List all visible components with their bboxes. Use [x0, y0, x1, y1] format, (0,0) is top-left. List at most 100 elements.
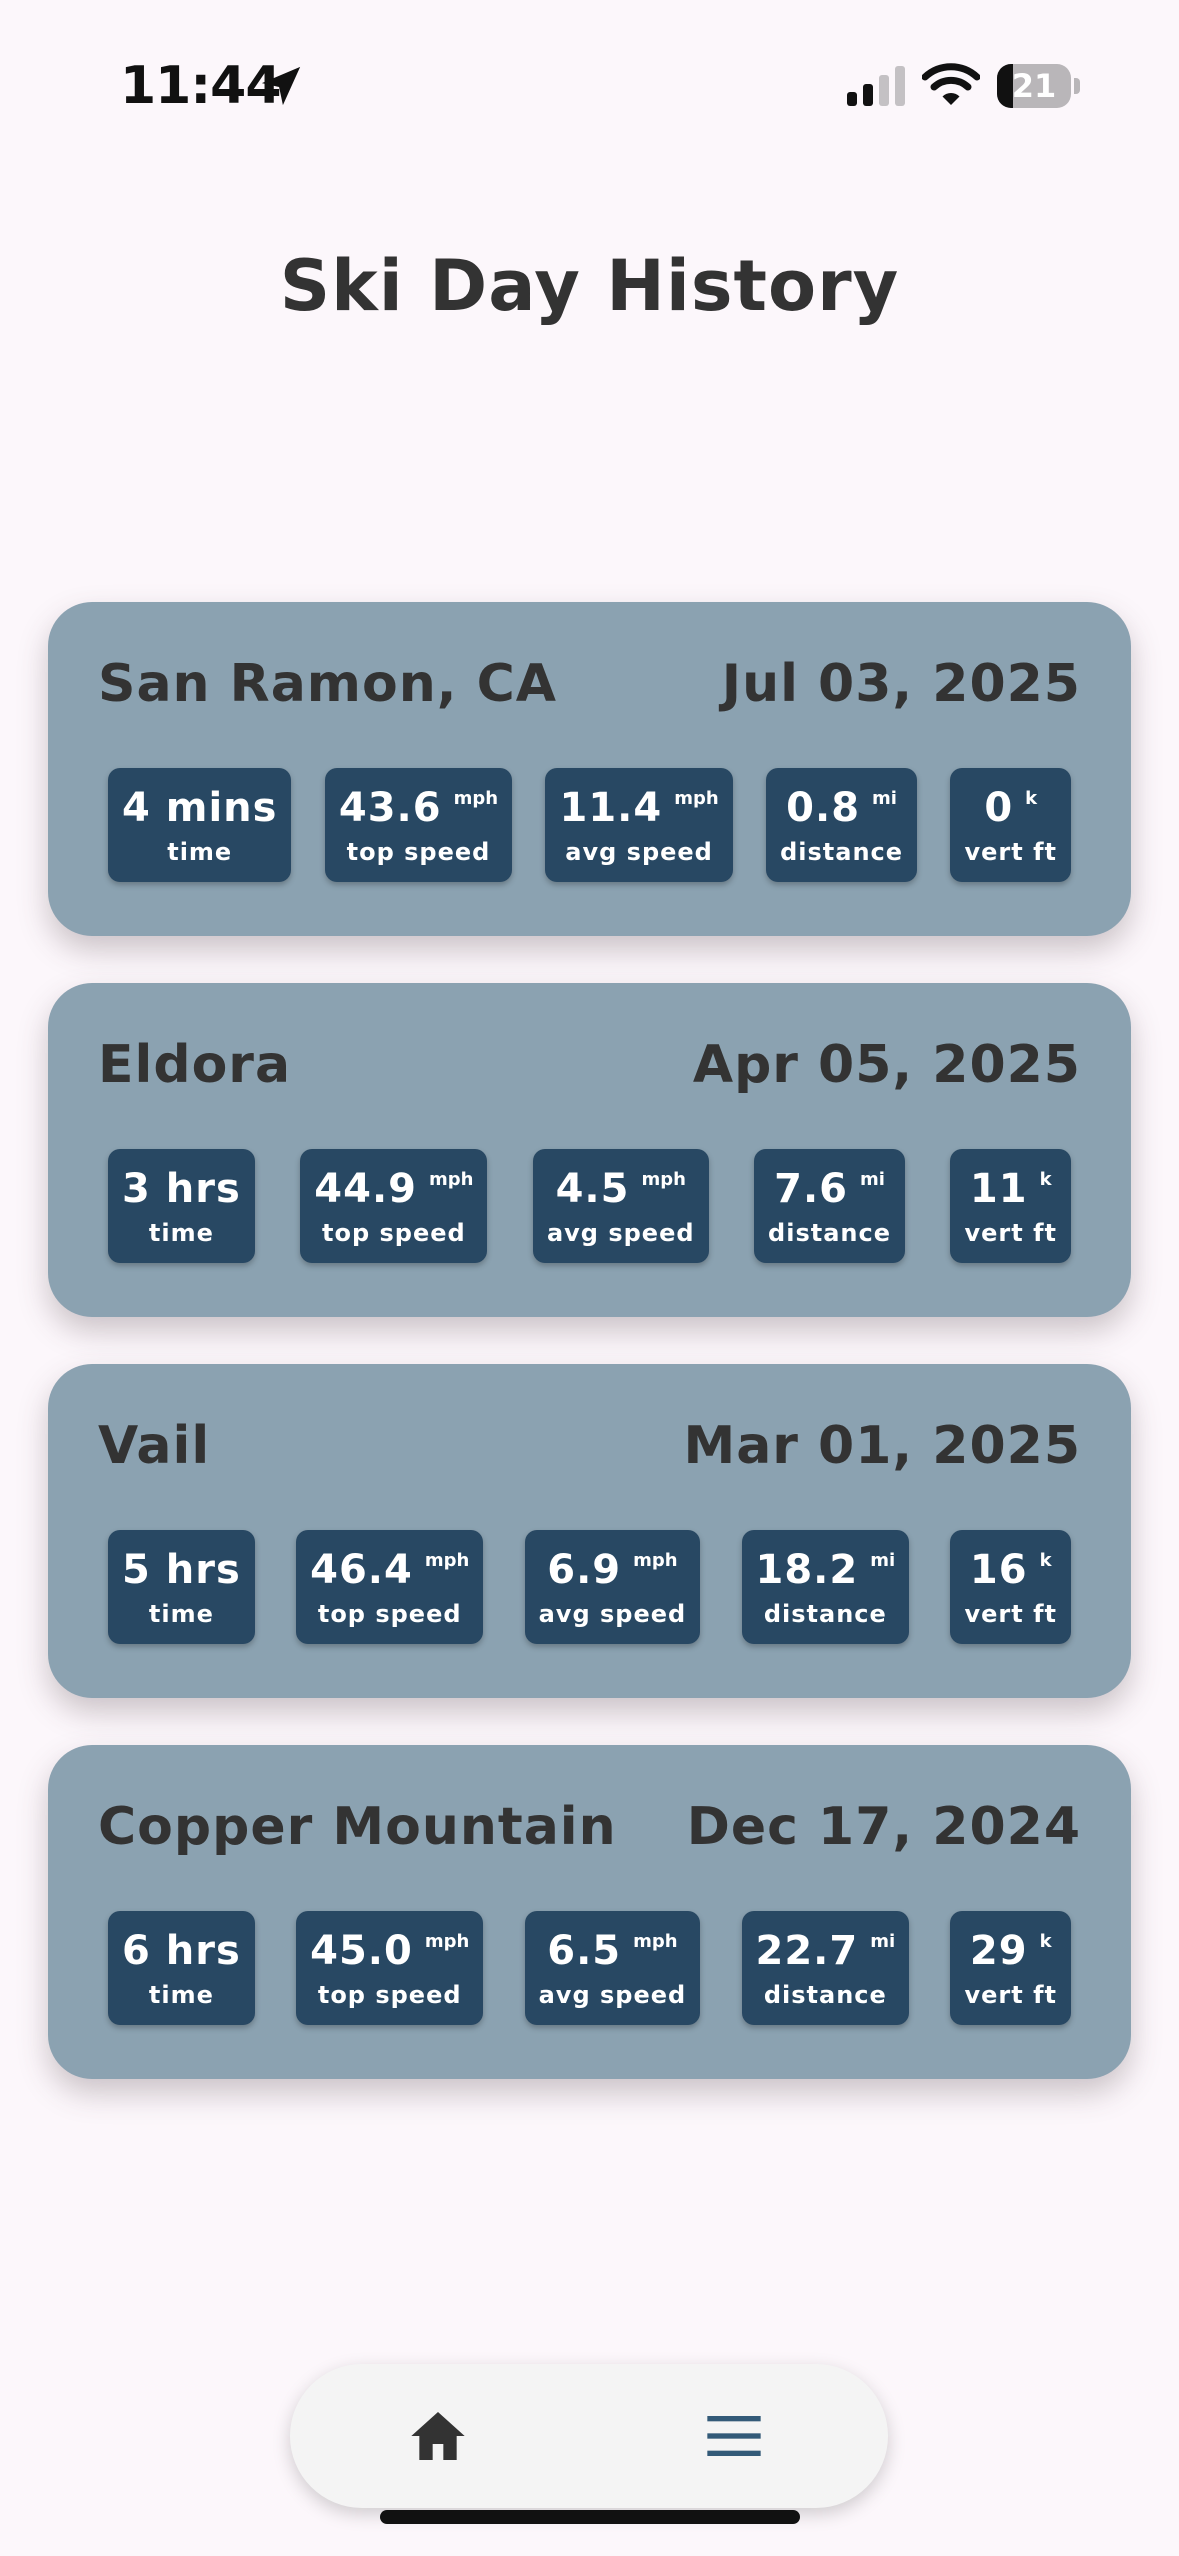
stat-value: 11 — [969, 1166, 1028, 1212]
stat-chip-distance: 0.8 mi distance — [766, 768, 918, 882]
stat-unit: k — [1039, 1169, 1052, 1190]
stat-label: time — [148, 1981, 214, 2009]
stat-unit: k — [1025, 788, 1038, 809]
cellular-signal-icon — [847, 66, 905, 106]
card-date: Dec 17, 2024 — [686, 1797, 1081, 1857]
stat-label: time — [167, 838, 233, 866]
stat-unit: mph — [424, 1550, 470, 1571]
card-location: Eldora — [98, 1035, 292, 1095]
stat-chip-distance: 22.7 mi distance — [741, 1911, 910, 2025]
stat-value: 29 — [969, 1928, 1028, 1974]
stats-row: 5 hrs time 46.4 mph top speed 6.9 mph avg speed… — [108, 1530, 1071, 1644]
stat-value: 6.9 — [547, 1547, 622, 1593]
stat-chip-vert-ft: 29 k vert ft — [950, 1911, 1071, 2025]
stat-value: 4.5 — [555, 1166, 630, 1212]
home-indicator — [380, 2510, 800, 2524]
stat-chip-avg-speed: 4.5 mph avg speed — [532, 1149, 709, 1263]
stat-value: 5 hrs — [122, 1547, 241, 1593]
stat-label: distance — [763, 1600, 887, 1628]
stat-value: 7.6 — [774, 1166, 848, 1212]
stat-unit: mph — [674, 788, 719, 809]
stat-value: 6 hrs — [122, 1928, 241, 1974]
ski-day-card[interactable]: San Ramon, CA Jul 03, 2025 4 mins time 43.6 m… — [48, 602, 1131, 936]
stat-unit: mph — [633, 1550, 678, 1571]
status-time: 11:44 — [120, 56, 282, 116]
stat-label: top speed — [317, 1600, 462, 1628]
stat-label: avg speed — [546, 1219, 695, 1247]
card-location: San Ramon, CA — [98, 654, 557, 714]
stat-value: 44.9 — [314, 1166, 417, 1212]
stat-chip-vert-ft: 16 k vert ft — [950, 1530, 1071, 1644]
stat-label: time — [148, 1600, 214, 1628]
stat-unit: mph — [453, 788, 499, 809]
battery-icon: 21 — [997, 64, 1081, 108]
stat-label: vert ft — [964, 838, 1057, 866]
card-location: Copper Mountain — [98, 1797, 617, 1857]
stat-label: avg speed — [538, 1981, 687, 2009]
stat-unit: mph — [641, 1169, 686, 1190]
stat-value: 11.4 — [559, 785, 663, 831]
stat-unit: k — [1039, 1550, 1052, 1571]
stat-chip-vert-ft: 11 k vert ft — [950, 1149, 1071, 1263]
stat-label: vert ft — [964, 1219, 1057, 1247]
card-date: Jul 03, 2025 — [721, 654, 1081, 714]
battery-percent: 21 — [1011, 67, 1057, 105]
stat-label: distance — [780, 838, 904, 866]
wifi-icon — [922, 63, 980, 105]
stat-chip-top-speed: 45.0 mph top speed — [296, 1911, 484, 2025]
stats-row: 3 hrs time 44.9 mph top speed 4.5 mph avg speed… — [108, 1149, 1071, 1263]
stat-unit: mi — [870, 1550, 896, 1571]
tab-bar — [290, 2364, 888, 2508]
stat-label: avg speed — [565, 838, 713, 866]
stats-row: 6 hrs time 45.0 mph top speed 6.5 mph avg speed… — [108, 1911, 1071, 2025]
ski-day-card[interactable]: Vail Mar 01, 2025 5 hrs time 46.4 mph top spee… — [48, 1364, 1131, 1698]
stat-label: vert ft — [964, 1981, 1057, 2009]
page-title: Ski Day History — [279, 245, 900, 327]
stat-value: 6.5 — [547, 1928, 622, 1974]
stat-unit: mph — [633, 1931, 678, 1952]
stat-chip-avg-speed: 6.5 mph avg speed — [524, 1911, 701, 2025]
stat-chip-time: 6 hrs time — [108, 1911, 255, 2025]
stat-value: 4 mins — [122, 785, 278, 831]
stat-unit: mph — [428, 1169, 474, 1190]
home-icon[interactable] — [406, 2404, 470, 2468]
stat-unit: mi — [872, 788, 897, 809]
stat-label: distance — [768, 1219, 891, 1247]
stats-row: 4 mins time 43.6 mph top speed 11.4 mph avg spe… — [108, 768, 1071, 882]
stat-chip-top-speed: 46.4 mph top speed — [296, 1530, 484, 1644]
stat-label: top speed — [317, 1981, 462, 2009]
stat-value: 43.6 — [338, 785, 442, 831]
stat-unit: mph — [424, 1931, 470, 1952]
stat-value: 16 — [969, 1547, 1028, 1593]
card-date: Apr 05, 2025 — [692, 1035, 1081, 1095]
stat-unit: mi — [870, 1931, 896, 1952]
stat-unit: k — [1039, 1931, 1052, 1952]
stat-value: 45.0 — [310, 1928, 413, 1974]
stat-chip-top-speed: 43.6 mph top speed — [324, 768, 513, 882]
location-arrow-icon — [261, 66, 301, 106]
stat-label: avg speed — [538, 1600, 687, 1628]
stat-chip-avg-speed: 6.9 mph avg speed — [524, 1530, 701, 1644]
stat-chip-top-speed: 44.9 mph top speed — [300, 1149, 488, 1263]
stat-chip-distance: 7.6 mi distance — [754, 1149, 905, 1263]
card-date: Mar 01, 2025 — [683, 1416, 1081, 1476]
stat-chip-avg-speed: 11.4 mph avg speed — [545, 768, 733, 882]
card-location: Vail — [98, 1416, 211, 1476]
stat-value: 18.2 — [755, 1547, 859, 1593]
ski-day-card[interactable]: Copper Mountain Dec 17, 2024 6 hrs time 45.0… — [48, 1745, 1131, 2079]
stat-chip-time: 3 hrs time — [108, 1149, 255, 1263]
ski-day-card[interactable]: Eldora Apr 05, 2025 3 hrs time 44.9 mph top sp… — [48, 983, 1131, 1317]
menu-icon[interactable] — [702, 2404, 766, 2468]
stat-chip-time: 4 mins time — [108, 768, 292, 882]
status-bar: 11:44 21 — [0, 0, 1179, 150]
stat-label: top speed — [346, 838, 491, 866]
stat-chip-distance: 18.2 mi distance — [741, 1530, 910, 1644]
stat-label: time — [148, 1219, 214, 1247]
stat-label: distance — [763, 1981, 887, 2009]
stat-value: 3 hrs — [122, 1166, 241, 1212]
stat-value: 46.4 — [310, 1547, 413, 1593]
stat-value: 22.7 — [755, 1928, 859, 1974]
stat-value: 0.8 — [786, 785, 861, 831]
stat-unit: mi — [859, 1169, 885, 1190]
stat-value: 0 — [984, 785, 1014, 831]
